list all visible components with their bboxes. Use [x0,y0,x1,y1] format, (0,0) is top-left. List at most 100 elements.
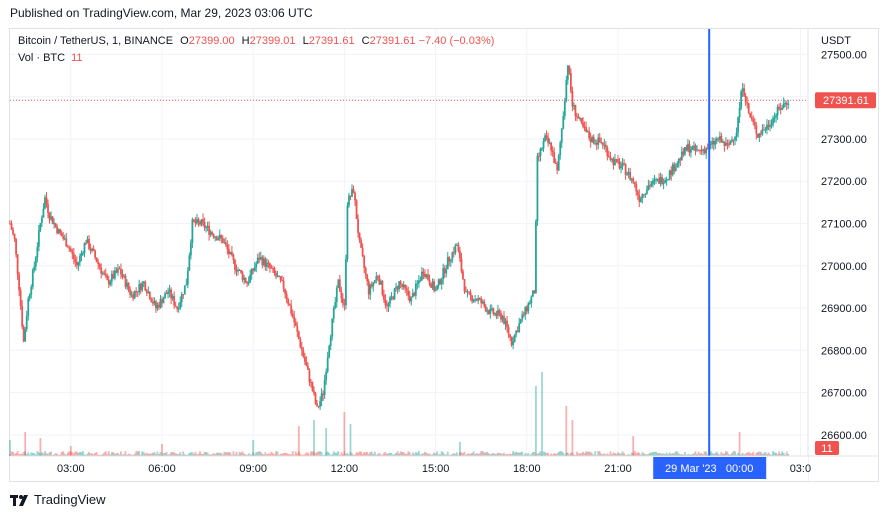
candle-body [582,122,584,127]
volume-bar [307,452,309,456]
candle-body [448,257,451,262]
volume-bar [604,454,607,456]
tradingview-logo-icon [10,493,30,507]
candle-body [626,174,629,176]
volume-bar [664,454,667,456]
candle-body [164,293,166,299]
candle-body [728,144,730,146]
candle-body [655,179,657,181]
volume-bar [34,454,37,456]
volume-bar [65,454,68,456]
candle-body [226,244,229,250]
volume-bar [66,452,69,456]
volume-bar [60,451,63,456]
volume-bar [33,453,36,456]
volume-bar [203,451,206,456]
candle-body [747,103,750,114]
volume-bar [294,451,297,456]
candle-body [18,274,21,291]
volume-bar [462,453,464,456]
volume-bar [310,451,312,456]
candle-body [167,291,169,294]
candle-body [466,291,469,293]
candle-body [281,279,283,281]
candle-body [278,276,280,278]
candle-body [521,314,524,320]
high-label: H [241,35,250,47]
volume-bar [497,452,499,456]
volume-bar [329,454,332,456]
volume-legend-label[interactable]: Vol · BTC [18,52,66,64]
candle-body [36,246,39,258]
volume-bar [635,453,638,456]
footer-brand[interactable]: TradingView [10,492,106,507]
candle-body [25,316,28,330]
candle-body [252,268,255,271]
candle-body [516,330,519,332]
volume-bar [173,452,176,456]
candle-body [307,365,309,370]
candle-body [381,281,384,295]
candle-body [495,313,498,316]
candle-body [194,221,197,224]
time-tick-label: 18:00 [513,463,541,475]
volume-bar [758,451,761,456]
volume-bar [533,451,536,456]
low-value: 27391.61 [308,35,355,47]
volume-bar [89,453,92,456]
candle-body [269,263,271,268]
candle-body [770,124,773,126]
candle-body [411,293,414,298]
candle-body [545,135,548,138]
candle-body [220,235,223,239]
candle-body [399,281,402,285]
candle-body [744,95,747,103]
volume-bar [297,451,300,456]
volume-spike-bar [325,428,328,456]
candle-body [712,141,715,145]
candle-body [272,268,274,270]
volume-bar [419,454,422,456]
volume-bar [679,454,682,456]
volume-bar [659,453,662,456]
volume-bar [244,454,247,456]
volume-bar [747,451,750,456]
chart-frame[interactable] [9,28,879,482]
candle-body [519,319,522,324]
volume-bar [428,453,431,456]
volume-bar [618,453,621,456]
candle-body [445,269,448,274]
volume-bar [317,451,320,456]
volume-bar [51,454,54,456]
candle-body [752,119,755,123]
symbol-name[interactable]: Bitcoin / TetherUS, 1, BINANCE [18,35,174,47]
volume-bar [387,453,390,456]
volume-spike-bar [313,420,315,456]
candle-body [183,285,186,295]
candle-body [264,258,267,267]
volume-bar [630,452,633,456]
candle-body [667,179,670,181]
volume-bar [454,453,457,456]
volume-bar [737,452,739,456]
candle-body [206,225,209,228]
candle-body [33,266,36,270]
candle-body [349,195,352,197]
candle-body [383,294,385,300]
volume-bar [607,454,610,456]
candle-body [16,254,19,275]
volume-bar [300,454,303,456]
volume-bar [769,454,771,456]
volume-bar [83,454,86,456]
volume-bar [180,454,183,456]
candle-body [202,219,204,222]
volume-bar [335,452,338,456]
candle-body [45,197,48,205]
volume-bar [680,454,683,456]
time-tick-label: 03:0 [790,463,811,475]
candle-body [563,100,566,117]
volume-bar [28,454,31,456]
volume-bar [354,454,356,456]
candle-body [522,314,525,316]
